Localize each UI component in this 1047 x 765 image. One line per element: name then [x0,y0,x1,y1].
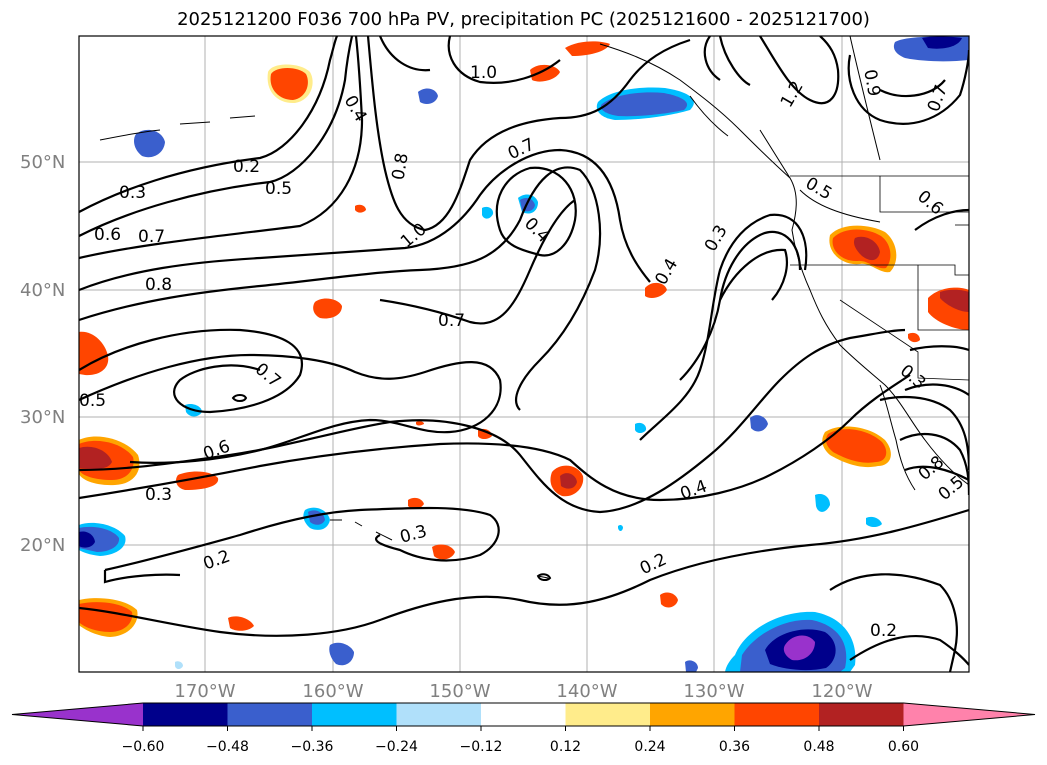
contour-label: 0.3 [145,485,172,505]
contour-label: 1.0 [470,63,497,83]
contour-label: 0.5 [79,391,106,411]
colorbar-tick-label: −0.24 [375,739,418,755]
colorbar-segment [143,703,228,726]
pv-small-contours [231,394,552,582]
colorbar-tick-label: 0.36 [719,739,750,755]
map-frame [78,35,970,673]
contour-label: 0.3 [119,183,146,203]
colorbar-tick-label: −0.36 [291,739,334,755]
map-background [79,36,969,672]
contour-label: 0.9 [859,68,883,98]
lon-label-120w: 120°W [811,681,872,702]
colorbar-extend-high [903,703,1035,726]
lon-label-170w: 170°W [174,681,235,702]
contour-label: 0.8 [145,275,172,295]
colorbar-tick-label: 0.24 [634,739,665,755]
lon-label-150w: 150°W [429,681,490,702]
colorbar-segment [481,703,566,726]
precip-negative-areas [79,36,969,672]
pv-contours [79,36,969,672]
colorbar-tick-label: 0.48 [803,739,834,755]
lat-label-50n: 50°N [20,152,65,173]
contour-label: 0.2 [233,157,260,177]
colorbar-segment [565,703,651,726]
precip-positive-areas [79,41,969,637]
colorbar-segment [650,703,735,726]
lat-label-20n: 20°N [20,535,65,556]
colorbar-segment [396,703,482,726]
lon-label-160w: 160°W [302,681,363,702]
colorbar-extend-low [12,703,143,726]
colorbar-segment [819,703,904,726]
contour-label: 0.8 [388,151,412,181]
political-boundaries [790,175,969,381]
colorbar-tick-label: 0.12 [550,739,581,755]
colorbar-tick-label: −0.48 [206,739,249,755]
colorbar-segment [734,703,820,726]
contour-label: 0.6 [94,225,121,245]
colorbar-segment [227,703,313,726]
lat-label-40n: 40°N [20,280,65,301]
lat-label-30n: 30°N [20,407,65,428]
colorbar-tick-label: −0.12 [460,739,503,755]
colorbar-tick-label: 0.60 [888,739,919,755]
contour-label: 0.7 [438,311,465,331]
map-title: 2025121200 F036 700 hPa PV, precipitatio… [177,9,870,30]
contour-label: 0.7 [138,227,165,247]
contour-label: 0.2 [870,621,897,641]
colorbar: −0.60 −0.48 −0.36 −0.24 −0.12 0.12 0.24 0.36 0.4… [11,702,1036,755]
colorbar-tick-label: −0.60 [122,739,165,755]
lon-label-140w: 140°W [556,681,617,702]
contour-label: 0.5 [265,179,292,199]
colorbar-segment [312,703,397,726]
lon-label-130w: 130°W [683,681,744,702]
